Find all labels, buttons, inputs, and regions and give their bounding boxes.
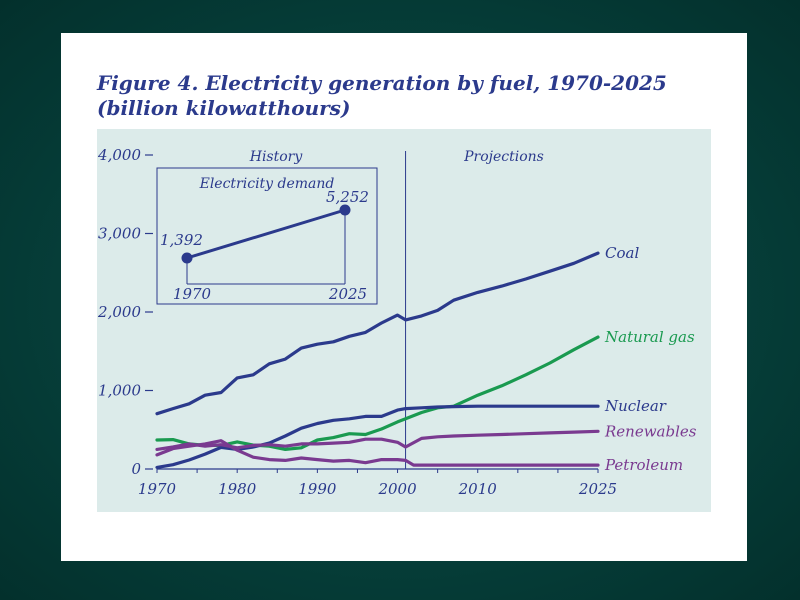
inset-end-point (339, 204, 351, 216)
inset-start-point (181, 252, 193, 264)
x-tick-label: 2010 (458, 480, 498, 498)
x-tick-label: 1990 (298, 480, 337, 498)
series-label-nuclear: Nuclear (604, 397, 667, 415)
series-labels: Coal Natural gas Nuclear Renewables Petroleu… (604, 244, 697, 474)
projections-label: Projections (463, 149, 544, 165)
inset-plot: 1,392 5,252 1970 2025 (160, 188, 369, 303)
series-line-renewables (155, 429, 600, 451)
y-axis: 0 1,000 2,000 3,000 4,000 (97, 146, 153, 478)
y-tick-label: 2,000 (97, 303, 141, 321)
inset-chart: Electricity demand 1,392 5,252 1970 2025 (156, 167, 378, 305)
inset-start-value: 1,392 (160, 231, 203, 249)
series-line-petroleum (155, 439, 600, 467)
y-tick-label: 0 (131, 460, 141, 478)
y-tick-label: 3,000 (98, 225, 141, 243)
x-tick-label: 2025 (578, 480, 617, 498)
figure-title-line1: Figure 4. Electricity generation by fuel… (97, 71, 667, 95)
series-lines (155, 251, 600, 469)
series-line-coal (155, 251, 600, 416)
series-label-renewables: Renewables (604, 422, 697, 440)
series-label-natural-gas: Natural gas (604, 328, 695, 346)
inset-x-label-end: 2025 (328, 285, 367, 303)
x-tick-label: 1970 (138, 480, 177, 498)
inset-demand-line (186, 208, 346, 260)
series-label-petroleum: Petroleum (604, 456, 683, 474)
inset-frame (156, 167, 378, 305)
series-label-coal: Coal (605, 244, 639, 262)
slide-panel: Figure 4. Electricity generation by fuel… (61, 33, 747, 561)
inset-x-label-start: 1970 (173, 285, 212, 303)
history-label: History (249, 149, 304, 165)
x-axis: 1970 1980 1990 2000 2010 2025 (138, 468, 617, 498)
chart: 0 1,000 2,000 3,000 4,000 1970 1980 1990 2000 20… (97, 129, 711, 512)
inset-end-value: 5,252 (326, 188, 369, 206)
y-tick-label: 4,000 (97, 146, 141, 164)
inset-title: Electricity demand (199, 176, 335, 192)
x-tick-label: 1980 (218, 480, 257, 498)
figure-title: Figure 4. Electricity generation by fuel… (97, 71, 667, 121)
x-tick-label: 2000 (377, 480, 417, 498)
y-tick-label: 1,000 (98, 382, 141, 400)
series-line-nuclear (155, 404, 600, 469)
figure-title-line2: (billion kilowatthours) (97, 96, 351, 120)
